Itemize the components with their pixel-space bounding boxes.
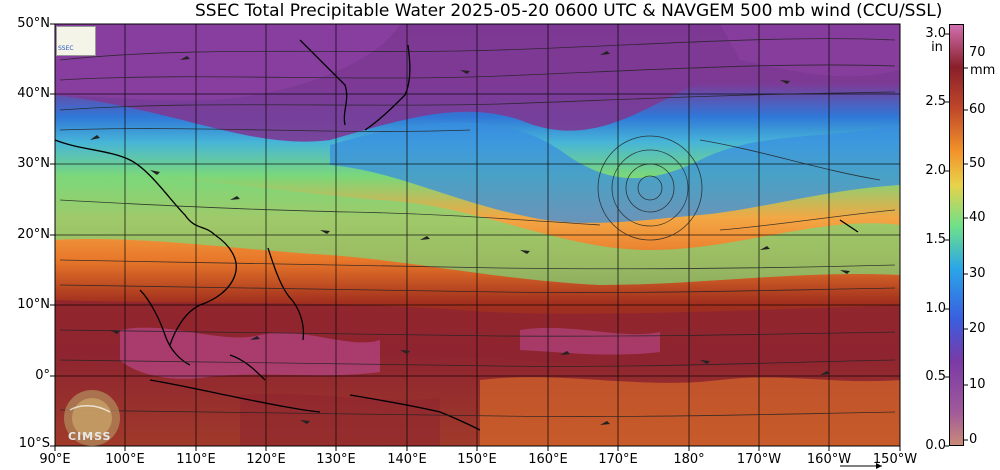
axis-ticks (50, 23, 901, 451)
lon-label: 110°E (176, 452, 216, 467)
colorbar-inch-tick: 3.0 (925, 26, 946, 41)
lon-label: 120°E (246, 452, 286, 467)
colorbar-mm-tick: 20 (969, 321, 986, 336)
lon-label: 180° (673, 452, 705, 467)
colorbar-unit-inches: in (931, 40, 943, 55)
lat-label: 10°S (18, 436, 50, 451)
cimss-logo (64, 390, 120, 446)
lat-label: 10°N (17, 297, 50, 312)
colorbar-inch-tick: 1.0 (925, 301, 946, 316)
ssec-logo-text: SSEC (58, 45, 74, 52)
lat-label: 20°N (17, 227, 50, 242)
lon-label: 150°E (457, 452, 497, 467)
colorbar-mm-tick: 60 (969, 102, 986, 117)
colorbar-mm-tick: 50 (969, 156, 986, 171)
wind-scale-arrow (840, 463, 882, 469)
coastlines (54, 39, 859, 431)
lat-label: 40°N (17, 86, 50, 101)
lat-label: 50°N (17, 16, 50, 31)
lon-label: 90°E (39, 452, 71, 467)
colorbar-mm-tick: 0 (969, 432, 978, 447)
lon-label: 130°E (316, 452, 356, 467)
colorbar (949, 24, 964, 446)
lon-label: 160°W (806, 452, 852, 467)
wind-streamlines (59, 38, 896, 417)
lon-label: 100°E (105, 452, 145, 467)
lon-label: 150°W (872, 452, 918, 467)
map-title: SSEC Total Precipitable Water 2025-05-20… (195, 1, 943, 21)
colorbar-inch-tick: 0.0 (925, 438, 946, 453)
wind-arrows (90, 51, 850, 425)
lon-label: 170°W (736, 452, 782, 467)
colorbar-mm-tick: 30 (969, 266, 986, 281)
lon-label: 160°E (528, 452, 568, 467)
lon-label: 170°E (598, 452, 638, 467)
lon-label: 140°E (387, 452, 427, 467)
colorbar-inch-tick: 1.5 (925, 232, 946, 247)
ssec-logo (56, 26, 96, 56)
lat-label: 0° (35, 368, 50, 383)
colorbar-unit-mm: mm (970, 63, 996, 78)
colorbar-mm-tick: 10 (969, 377, 986, 392)
colorbar-inch-tick: 2.0 (925, 163, 946, 178)
colorbar-ticks (945, 33, 968, 447)
lat-label: 30°N (17, 156, 50, 171)
colorbar-inch-tick: 0.5 (925, 369, 946, 384)
colorbar-mm-tick: 70 (969, 45, 986, 60)
colorbar-inch-tick: 2.5 (925, 94, 946, 109)
colorbar-mm-tick: 40 (969, 210, 986, 225)
cimss-logo-text: CIMSS (68, 430, 112, 443)
